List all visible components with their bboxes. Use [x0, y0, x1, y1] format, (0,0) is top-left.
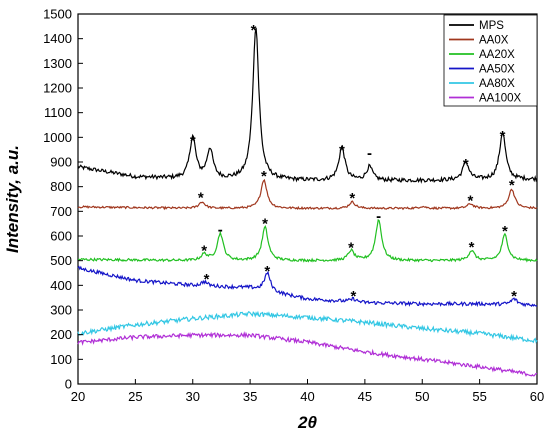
peak-marker: *	[349, 190, 355, 207]
y-tick-label: 400	[50, 278, 72, 293]
peak-marker: *	[262, 215, 268, 232]
x-tick-label: 45	[358, 389, 372, 404]
peak-marker: *	[502, 223, 508, 240]
legend-label: AA80X	[479, 78, 515, 90]
x-tick-label: 40	[300, 389, 314, 404]
peak-marker: -	[376, 208, 381, 225]
y-tick-label: 0	[65, 377, 72, 392]
y-tick-label: 1500	[43, 7, 72, 22]
y-tick-label: 1000	[43, 130, 72, 145]
peak-marker: *	[261, 168, 267, 185]
legend-label: MPS	[479, 20, 504, 32]
y-tick-label: 1100	[44, 105, 72, 120]
y-tick-label: 500	[50, 253, 72, 268]
peak-marker: *	[198, 190, 204, 207]
x-tick-label: 25	[128, 389, 142, 404]
series-line-aa100x	[77, 331, 538, 377]
x-axis-title: 2θ	[297, 413, 317, 432]
y-tick-label: 900	[50, 155, 72, 170]
legend-box	[443, 14, 538, 107]
axes: 20 25 30 35 40 45 50 55 600100200300400500600700…	[43, 7, 544, 405]
peak-marker: *	[190, 133, 196, 150]
series-line-aa50x	[77, 265, 538, 308]
y-axis-title: Intensity, a.u.	[3, 145, 22, 253]
y-tick-label: 200	[50, 327, 72, 342]
peak-marker: *	[463, 156, 469, 173]
peak-marker: *	[264, 263, 270, 280]
x-tick-label: 55	[472, 389, 486, 404]
y-tick-label: 1300	[43, 56, 72, 71]
x-tick-label: 35	[243, 389, 257, 404]
legend-label: AA50X	[479, 64, 515, 76]
peak-marker: *	[201, 243, 207, 260]
x-tick-label: 30	[186, 389, 200, 404]
y-tick-label: 600	[50, 229, 72, 244]
peak-marker: *	[348, 239, 354, 256]
y-tick-label: 300	[50, 303, 72, 318]
peak-markers: *** -***** ***- **-*** ** *	[190, 22, 517, 305]
y-tick-label: 100	[50, 352, 72, 367]
peak-marker: *	[509, 177, 515, 194]
y-tick-label: 1200	[43, 81, 72, 96]
peak-marker: -	[367, 145, 372, 162]
series-line-aa80x	[77, 310, 538, 344]
peak-marker: *	[350, 288, 356, 305]
peak-marker: *	[251, 22, 257, 39]
legend-label: AA20X	[479, 49, 515, 61]
peak-marker: *	[339, 143, 345, 160]
x-tick-label: 60	[530, 389, 544, 404]
x-tick-label: 20	[71, 389, 85, 404]
series-line-mps	[77, 27, 538, 184]
legend-label: AA0X	[479, 35, 509, 47]
peak-marker: *	[511, 288, 517, 305]
series-line-aa0x	[77, 178, 538, 211]
series-layer	[77, 27, 538, 377]
legend: MPS AA0X AA20X AA50X AA80X AA100X	[443, 14, 538, 107]
y-tick-label: 800	[50, 179, 72, 194]
x-tick-label: 50	[415, 389, 429, 404]
peak-marker: -	[218, 222, 223, 239]
y-tick-label: 700	[50, 204, 72, 219]
peak-marker: *	[468, 192, 474, 209]
peak-marker: *	[204, 271, 210, 288]
peak-marker: *	[469, 239, 475, 256]
y-tick-label: 1400	[43, 31, 72, 46]
peak-marker: *	[500, 128, 506, 145]
series-line-aa20x	[78, 218, 538, 263]
legend-label: AA100X	[479, 93, 522, 105]
